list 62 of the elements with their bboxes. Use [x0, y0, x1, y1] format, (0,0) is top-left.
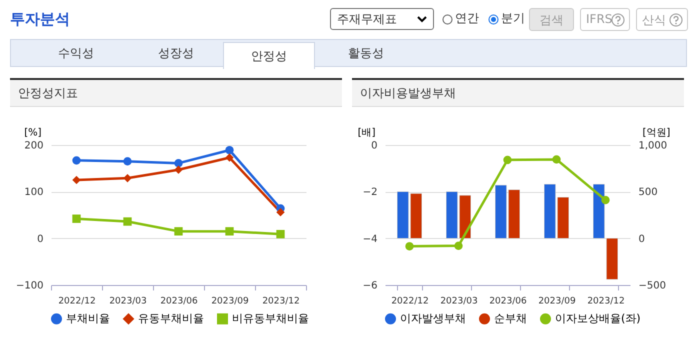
text: 분기 — [501, 10, 525, 27]
legend-label: 순부채 — [494, 312, 527, 325]
x-tick-label: 2023/12 — [262, 296, 300, 306]
text: 수익성 — [57, 45, 95, 62]
legend-label: 비유동부채비율 — [232, 312, 309, 325]
y2-axis-title: [억원] — [642, 128, 670, 138]
x-tick-label: 2023/12 — [587, 296, 625, 306]
point — [174, 166, 183, 174]
y-tick-label: 100 — [24, 187, 44, 198]
point — [225, 227, 234, 236]
point — [72, 156, 81, 165]
text: 안정성 — [223, 42, 315, 69]
point — [276, 208, 285, 216]
point — [405, 242, 414, 250]
y-axis-title: [배] — [358, 128, 376, 138]
x-tick-label: 2023/09 — [211, 296, 249, 306]
point — [174, 159, 183, 168]
point — [552, 155, 561, 164]
x-tick-label: 2023/09 — [538, 296, 576, 306]
text: 연간 — [455, 10, 479, 27]
y-tick-label: 0 — [37, 234, 44, 245]
x-tick-label: 2023/03 — [109, 296, 147, 306]
point — [123, 217, 132, 226]
x-tick-label: 2022/12 — [58, 296, 96, 306]
point — [225, 153, 234, 162]
y-axis-title: [%] — [24, 128, 42, 138]
y2-tick-label: 500 — [638, 187, 658, 198]
y-tick-label: 0 — [371, 140, 378, 152]
y2-tick-label: −500 — [638, 280, 666, 292]
y-tick-label: −4 — [362, 234, 378, 245]
point — [503, 156, 512, 164]
y2-tick-label: 0 — [638, 234, 645, 245]
y-tick-label: −2 — [362, 187, 378, 198]
x-tick-label: 2022/12 — [391, 296, 429, 306]
legend-label: 이자보상배율(좌) — [555, 312, 641, 325]
chart-title: 이자비용발생부채 — [352, 80, 684, 107]
text: IFRS — [586, 12, 612, 26]
text: 산식 — [642, 13, 666, 27]
text: 활동성 — [347, 45, 385, 62]
point — [72, 214, 81, 223]
legend-label: 이자발생부채 — [400, 312, 466, 325]
text: 투자분석 — [10, 10, 70, 29]
legend-label: 부채비율 — [66, 312, 110, 325]
point — [454, 242, 463, 250]
text: 검색 — [529, 8, 574, 31]
x-tick-label: 2023/06 — [489, 296, 527, 306]
chart-title: 안정성지표 — [10, 80, 342, 107]
x-tick-label: 2023/06 — [160, 296, 198, 306]
point — [225, 146, 234, 154]
text: 주재무제표 — [330, 8, 434, 30]
y-tick-label: −100 — [16, 280, 44, 292]
point — [174, 227, 183, 236]
text: 성장성 — [157, 45, 195, 62]
point — [601, 196, 610, 204]
y2-tick-label: 1,000 — [638, 140, 668, 152]
x-tick-label: 2023/03 — [440, 296, 478, 306]
point — [72, 176, 81, 184]
y-tick-label: −6 — [362, 280, 378, 292]
legend-label: 유동부채비율 — [138, 312, 204, 325]
point — [276, 230, 285, 238]
y-tick-label: 200 — [24, 140, 44, 152]
point — [123, 157, 132, 166]
